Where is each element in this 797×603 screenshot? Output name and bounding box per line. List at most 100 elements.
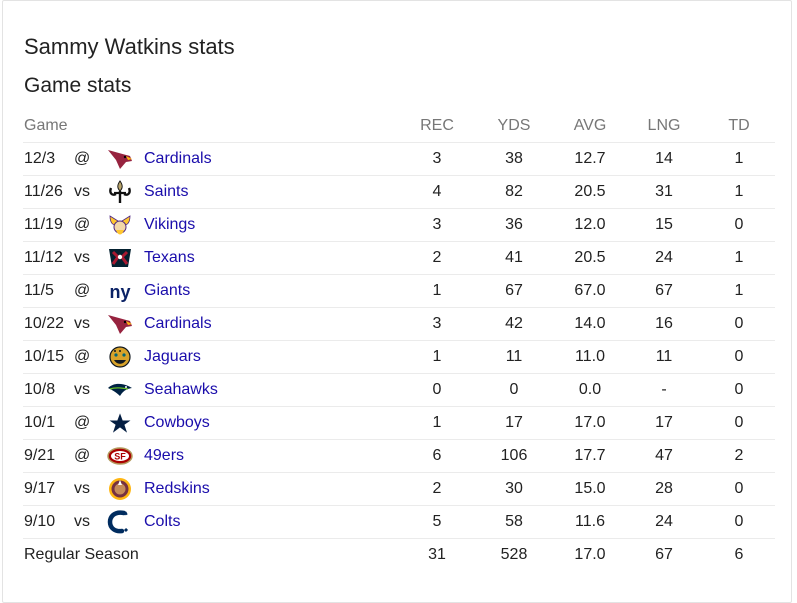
game-date: 10/8	[24, 381, 56, 398]
opponent-link[interactable]: Saints	[144, 183, 189, 200]
giants-logo-icon: ny	[106, 275, 134, 307]
game-row: 11/12 vs Texans 2 41 20.5 24 1	[23, 241, 775, 274]
game-td: 1	[734, 249, 744, 266]
opponent-link[interactable]: Texans	[144, 249, 195, 266]
game-lng: 11	[655, 348, 673, 365]
game-rec: 5	[432, 513, 442, 530]
game-location: vs	[74, 249, 90, 266]
cowboys-logo-icon	[106, 407, 134, 439]
game-location: vs	[74, 513, 90, 530]
game-location: vs	[74, 183, 90, 200]
header-td: TD	[728, 116, 750, 134]
cardinals-logo-icon	[106, 143, 134, 175]
game-rec: 3	[432, 150, 442, 167]
game-yds: 0	[509, 381, 519, 398]
game-rec: 1	[432, 414, 442, 431]
game-lng: 67	[655, 282, 673, 299]
game-avg: 14.0	[574, 315, 606, 332]
game-yds: 67	[505, 282, 523, 299]
game-rec: 6	[432, 447, 442, 464]
49ers-logo-icon: SF	[106, 440, 134, 472]
game-row: 11/5 @ ny Giants 1 67 67.0 67 1	[23, 274, 775, 307]
game-stats-table: Game REC YDS AVG LNG TD 12/3 @ Cardinals 3 3…	[23, 109, 775, 571]
game-td: 0	[734, 513, 744, 530]
game-td: 1	[734, 150, 744, 167]
game-td: 0	[734, 315, 744, 332]
game-date: 11/5	[24, 282, 54, 299]
game-row: 10/15 @ Jaguars 1 11 11.0 11 0	[23, 340, 775, 373]
game-location: @	[74, 447, 91, 464]
game-row: 11/19 @ Vikings 3 36 12.0 15 0	[23, 208, 775, 241]
header-lng: LNG	[647, 116, 681, 134]
game-location: @	[74, 414, 91, 431]
opponent-link[interactable]: Vikings	[144, 216, 196, 233]
game-avg: 12.7	[574, 150, 606, 167]
jaguars-logo-icon	[106, 341, 134, 373]
opponent-link[interactable]: 49ers	[144, 447, 185, 464]
texans-logo-icon	[106, 242, 134, 274]
game-date: 10/1	[24, 414, 56, 431]
opponent-link[interactable]: Cowboys	[144, 414, 210, 431]
opponent-link[interactable]: Giants	[144, 282, 191, 299]
opponent-link[interactable]: Cardinals	[144, 150, 212, 167]
game-yds: 36	[505, 216, 523, 233]
game-location: @	[74, 348, 91, 365]
game-avg: 17.7	[574, 447, 606, 464]
game-date: 10/22	[24, 315, 65, 332]
game-lng: 47	[655, 447, 673, 464]
game-avg: 67.0	[574, 282, 606, 299]
game-lng: 15	[655, 216, 673, 233]
game-avg: 12.0	[574, 216, 606, 233]
cardinals-logo-icon	[106, 308, 134, 340]
game-row: 12/3 @ Cardinals 3 38 12.7 14 1	[23, 142, 775, 175]
game-rec: 4	[432, 183, 442, 200]
game-row: 11/26 vs Saints 4 82 20.5 31 1	[23, 175, 775, 208]
header-rec: REC	[420, 116, 454, 134]
vikings-logo-icon	[106, 209, 134, 241]
table-header-row: Game REC YDS AVG LNG TD	[23, 109, 775, 142]
game-location: @	[74, 282, 91, 299]
game-row: 9/21 @ SF 49ers 6 106 17.7 47 2	[23, 439, 775, 472]
game-date: 11/12	[24, 249, 63, 266]
game-yds: 58	[505, 513, 523, 530]
header-avg: AVG	[573, 116, 607, 134]
game-td: 2	[734, 447, 744, 464]
seahawks-logo-icon	[106, 374, 134, 406]
game-row: 9/10 vs Colts 5 58 11.6 24 0	[23, 505, 775, 538]
game-rec: 0	[432, 381, 442, 398]
game-row: 10/8 vs Seahawks 0 0 0.0 - 0	[23, 373, 775, 406]
opponent-link[interactable]: Cardinals	[144, 315, 212, 332]
game-avg: 0.0	[578, 381, 602, 398]
saints-logo-icon	[106, 176, 134, 208]
game-rec: 3	[432, 315, 442, 332]
game-location: vs	[74, 381, 90, 398]
game-rows: 12/3 @ Cardinals 3 38 12.7 14 1 11/26 vs Saints 4 82…	[23, 142, 775, 538]
game-yds: 38	[505, 150, 523, 167]
season-total-row: Regular Season 31 528 17.0 67 6	[23, 538, 775, 571]
game-location: @	[74, 216, 91, 233]
section-title: Game stats	[24, 74, 132, 97]
game-date: 10/15	[24, 348, 65, 365]
game-location: @	[74, 150, 91, 167]
svg-text:ny: ny	[109, 282, 130, 302]
total-yds: 528	[500, 546, 528, 563]
header-yds: YDS	[497, 116, 531, 134]
svg-text:SF: SF	[114, 452, 126, 462]
total-rec: 31	[428, 546, 446, 563]
opponent-link[interactable]: Redskins	[144, 480, 210, 497]
game-yds: 30	[505, 480, 523, 497]
game-avg: 11.0	[575, 348, 605, 365]
total-label: Regular Season	[24, 546, 139, 563]
game-td: 0	[734, 216, 744, 233]
game-location: vs	[74, 315, 90, 332]
game-yds: 11	[505, 348, 523, 365]
opponent-link[interactable]: Jaguars	[144, 348, 201, 365]
game-td: 0	[734, 414, 744, 431]
opponent-link[interactable]: Seahawks	[144, 381, 218, 398]
game-yds: 41	[505, 249, 523, 266]
game-avg: 15.0	[574, 480, 606, 497]
game-lng: 14	[655, 150, 673, 167]
opponent-link[interactable]: Colts	[144, 513, 181, 530]
game-row: 10/22 vs Cardinals 3 42 14.0 16 0	[23, 307, 775, 340]
